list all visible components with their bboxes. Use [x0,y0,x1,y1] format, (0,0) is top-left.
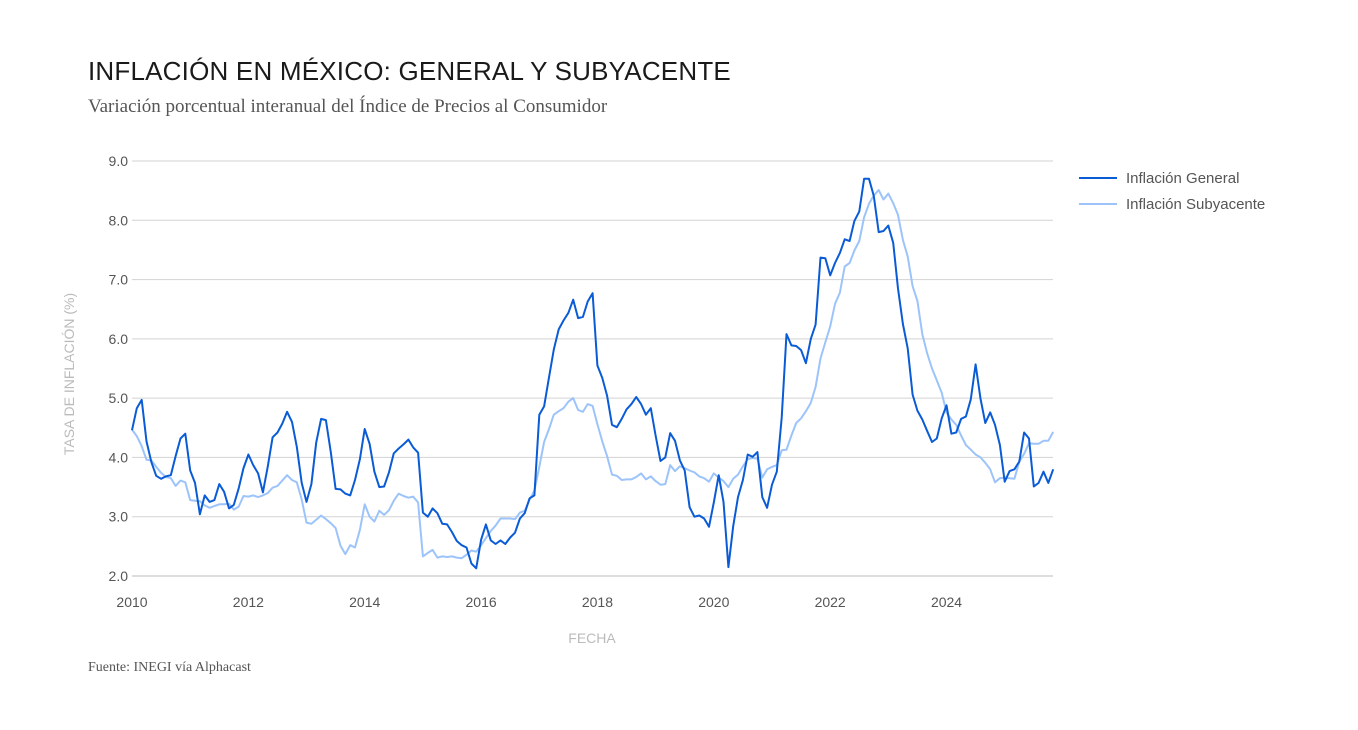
x-tick-label: 2024 [931,594,962,610]
x-tick-label: 2022 [815,594,846,610]
x-tick-label: 2014 [349,594,380,610]
y-tick-label: 8.0 [109,212,129,228]
x-axis-label: FECHA [568,630,616,646]
legend-item[interactable]: Inflación General [1126,170,1239,187]
series-line-general [131,177,1055,570]
y-tick-label: 5.0 [109,390,129,406]
y-tick-label: 2.0 [109,568,129,584]
series-lines [131,177,1055,570]
legend-item[interactable]: Inflación Subyacente [1126,196,1265,213]
y-tick-label: 9.0 [109,153,129,169]
y-tick-label: 6.0 [109,331,129,347]
y-axis-label: TASA DE INFLACIÓN (%) [61,293,77,455]
source-note: Fuente: INEGI vía Alphacast [88,660,251,675]
x-tick-label: 2012 [233,594,264,610]
x-axis-ticks: 2010 2012 2014 2016 2018 2020 2022 2024 [116,594,962,610]
chart-subtitle: Variación porcentual interanual del Índi… [88,96,608,117]
y-tick-label: 4.0 [109,449,129,465]
x-tick-label: 2010 [116,594,147,610]
x-tick-label: 2016 [466,594,497,610]
x-tick-label: 2018 [582,594,613,610]
grid [132,160,1053,577]
chart-title: INFLACIÓN EN MÉXICO: GENERAL Y SUBYACENT… [88,56,731,86]
y-tick-label: 7.0 [109,272,129,288]
y-tick-label: 3.0 [109,509,129,525]
legend: Inflación General Inflación Subyacente [1079,170,1265,213]
y-axis-ticks: 2.0 3.0 4.0 5.0 6.0 7.0 8.0 9.0 [109,153,129,584]
x-tick-label: 2020 [698,594,729,610]
series-line-subyacente [131,189,1055,560]
